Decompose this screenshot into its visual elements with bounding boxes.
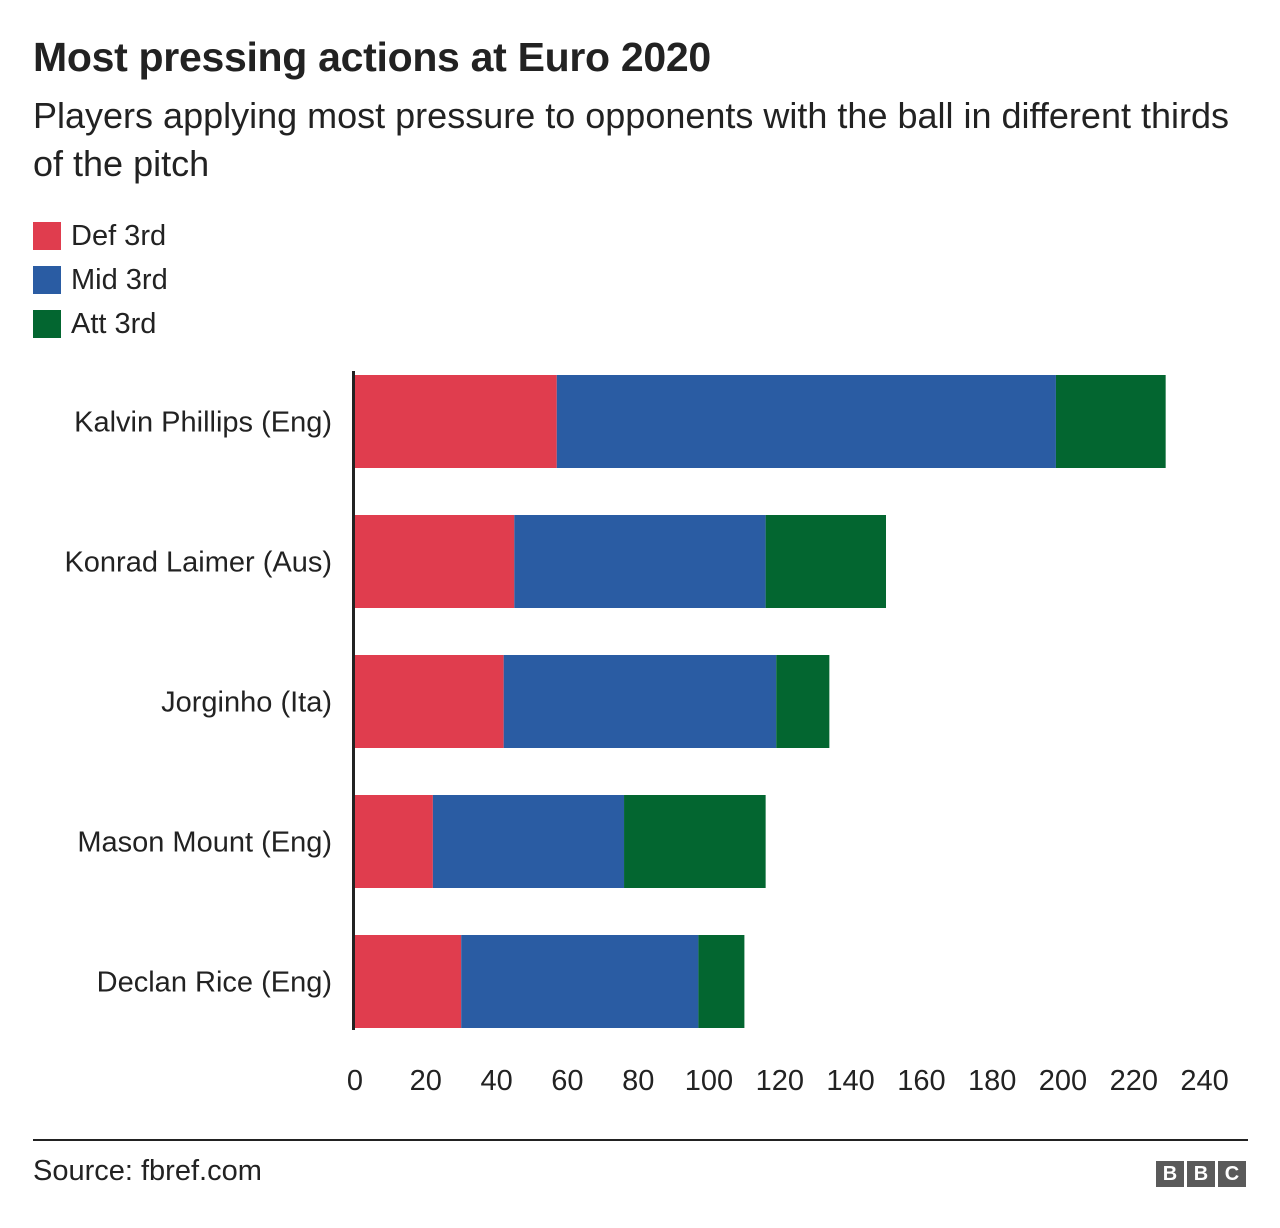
x-tick-label: 60 — [551, 1065, 583, 1097]
legend-swatch-def-3rd — [33, 222, 61, 250]
legend-item-def-3rd: Def 3rd — [33, 214, 168, 258]
bar-segment-att-3rd — [698, 935, 745, 1028]
x-tick-label: 220 — [1110, 1065, 1158, 1097]
category-label: Konrad Laimer (Aus) — [64, 547, 332, 579]
category-label: Kalvin Phillips (Eng) — [74, 407, 332, 439]
y-axis-line — [352, 371, 355, 1030]
bbc-logo-block: B — [1187, 1161, 1215, 1187]
x-tick-label: 80 — [622, 1065, 654, 1097]
chart-title: Most pressing actions at Euro 2020 — [33, 34, 711, 80]
legend-label-att-3rd: Att 3rd — [71, 307, 157, 340]
bar-segment-att-3rd — [1055, 375, 1166, 468]
category-label: Jorginho (Ita) — [161, 687, 332, 719]
x-tick-label: 120 — [756, 1065, 804, 1097]
legend: Def 3rd Mid 3rd Att 3rd — [33, 214, 168, 346]
x-tick-label: 160 — [897, 1065, 945, 1097]
bar-segment-mid-3rd — [432, 795, 625, 888]
bar-segment-att-3rd — [624, 795, 766, 888]
bar-segment-att-3rd — [776, 655, 830, 748]
category-label: Mason Mount (Eng) — [77, 827, 332, 859]
x-tick-label: 40 — [480, 1065, 512, 1097]
bar-segment-def-3rd — [355, 935, 462, 1028]
bar-segment-def-3rd — [355, 375, 557, 468]
legend-item-att-3rd: Att 3rd — [33, 302, 168, 346]
legend-swatch-mid-3rd — [33, 266, 61, 294]
legend-swatch-att-3rd — [33, 310, 61, 338]
x-tick-label: 0 — [347, 1065, 363, 1097]
bar-segment-att-3rd — [765, 515, 886, 608]
bbc-logo-block: C — [1218, 1161, 1246, 1187]
legend-label-mid-3rd: Mid 3rd — [71, 263, 168, 296]
x-tick-label: 180 — [968, 1065, 1016, 1097]
category-label: Declan Rice (Eng) — [97, 967, 332, 999]
bar-segment-mid-3rd — [514, 515, 766, 608]
bar-segment-def-3rd — [355, 795, 433, 888]
chart-subtitle: Players applying most pressure to oppone… — [33, 95, 1229, 184]
x-tick-label: 240 — [1180, 1065, 1228, 1097]
bar-segment-def-3rd — [355, 515, 515, 608]
legend-label-def-3rd: Def 3rd — [71, 219, 167, 252]
bar-segment-mid-3rd — [461, 935, 699, 1028]
bar-segment-mid-3rd — [556, 375, 1056, 468]
bbc-logo: B B C — [1156, 1161, 1246, 1187]
x-tick-label: 140 — [826, 1065, 874, 1097]
bbc-logo-block: B — [1156, 1161, 1184, 1187]
x-tick-label: 100 — [685, 1065, 733, 1097]
footer-divider — [33, 1139, 1248, 1141]
source-note: Source: fbref.com — [33, 1155, 262, 1187]
x-tick-label: 20 — [410, 1065, 442, 1097]
x-tick-label: 200 — [1039, 1065, 1087, 1097]
bar-segment-def-3rd — [355, 655, 504, 748]
legend-item-mid-3rd: Mid 3rd — [33, 258, 168, 302]
bar-segment-mid-3rd — [503, 655, 777, 748]
